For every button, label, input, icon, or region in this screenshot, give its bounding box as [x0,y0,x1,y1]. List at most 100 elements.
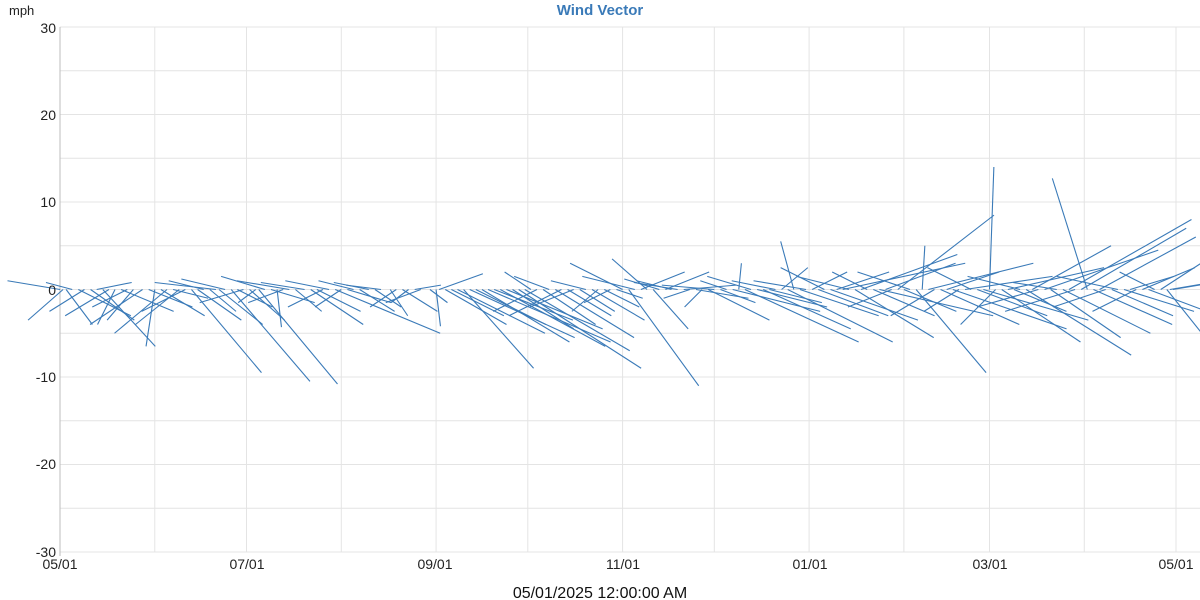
wind-vector-stick [652,289,689,330]
wind-vector-stick [504,271,532,290]
wind-vector-stick [524,289,631,352]
wind-vector-stick [481,289,570,343]
wind-vector-stick [542,289,596,325]
wind-vector-stick [237,289,257,304]
wind-vector-stick [927,267,972,290]
wind-vector-stick [831,271,868,290]
wind-vector-stick [897,214,995,290]
wind-vector-stick [114,289,168,334]
wind-vector-stick [720,288,756,304]
wind-vector-stick [168,280,204,291]
wind-vector-stick [334,288,441,334]
wind-vector-stick [27,289,64,321]
wind-vector-stick [97,289,116,325]
wind-vector-stick [1172,284,1200,291]
wind-vector-stick [928,262,1034,291]
wind-vector-stick [154,281,216,291]
wind-vector-stick [915,289,987,373]
wind-vector-stick [571,289,599,312]
wind-vector-stick [197,289,242,321]
wind-vector-stick [811,271,848,290]
wind-vector-stick [738,263,742,290]
wind-vector-stick [249,289,285,321]
wind-vector-stick [438,273,484,291]
wind-vector-stick [191,289,262,373]
wind-vector-stick [248,288,284,304]
wind-vector-stick [444,289,507,325]
wind-vector-stick [493,288,574,321]
cursor-date-readout: 05/01/2025 12:00:00 AM [513,585,687,600]
wind-vector-stick [1068,219,1192,290]
wind-vector-stick [967,275,1021,291]
wind-vector-stick [314,289,342,308]
wind-vector-stick [260,281,305,291]
wind-vector-stick [230,289,311,382]
wind-vector-stick [684,289,703,308]
wind-vector-stick [780,241,795,290]
wind-vector-stick [1012,281,1057,291]
wind-vector-stick [220,275,266,291]
wind-vector-stick [860,253,958,291]
wind-vector-stick [518,289,642,369]
wind-vector-stick [316,289,361,312]
wind-vector-stick [763,288,851,330]
wind-vector-stick [787,289,893,343]
y-axis-unit-label: mph [9,3,34,18]
wind-vector-stick [1025,289,1132,356]
wind-vector-stick [1053,288,1106,308]
wind-vector-stick [1080,227,1187,290]
wind-vector-stick [435,289,441,327]
wind-vector-stick [1119,271,1155,290]
chart-title: Wind Vector [557,2,644,19]
wind-vector-stick [977,288,1048,317]
x-tick-label: 03/01 [972,556,1007,572]
wind-vector-stick [952,288,1067,330]
wind-vector-stick [1001,289,1081,343]
wind-vector-stick [569,262,623,290]
wind-vector-stick [707,289,770,321]
wind-vector-stick [582,275,635,291]
vector-layer [7,166,1200,387]
wind-vector-stick [603,289,640,308]
wind-vector-stick [1148,288,1200,310]
wind-vector-stick [1123,288,1195,312]
wind-vector-stick [628,289,700,387]
wind-vector-stick [374,289,402,308]
wind-vector-stick [890,289,935,317]
wind-vector-stick [707,275,752,291]
wind-vector-stick [1142,267,1196,291]
wind-vector-stick [744,289,859,343]
wind-vector-stick [276,289,283,328]
wind-vector-stick [514,275,550,291]
wind-vector-stick [1032,245,1112,290]
y-tick-label: 30 [40,20,56,36]
wind-vector-stick [1092,289,1137,312]
wind-vector-stick [921,245,926,290]
wind-vector-stick [977,288,1039,308]
y-tick-label: -30 [36,544,56,560]
wind-vector-stick [555,289,635,339]
wind-vector-stick [903,288,957,312]
wind-vector-stick [769,288,822,304]
y-axis-ticks: 30 20 10 0 -10 -20 -30 [36,20,56,560]
wind-vector-stick [940,288,1020,326]
wind-vector-stick [1093,288,1173,326]
wind-vector-stick [457,289,546,334]
wind-vector-stick [591,289,645,321]
x-tick-label: 05/01 [1158,556,1193,572]
wind-vector-stick [988,166,995,290]
wind-vector-stick [1004,288,1076,312]
wind-vector-stick [45,281,73,291]
wind-vector-stick [818,288,889,317]
wind-vector-stick [463,289,535,369]
wind-vector-stick [287,289,324,308]
wind-vector-stick [345,284,382,291]
wind-vector-stick [663,288,691,299]
wind-vector-stick [1056,275,1119,291]
y-tick-label: -20 [36,456,56,472]
wind-vector-stick [550,280,587,291]
wind-vector-stick [583,289,611,304]
wind-vector-stick [218,289,264,325]
y-tick-label: 20 [40,107,56,123]
wind-vector-stick [579,289,616,312]
